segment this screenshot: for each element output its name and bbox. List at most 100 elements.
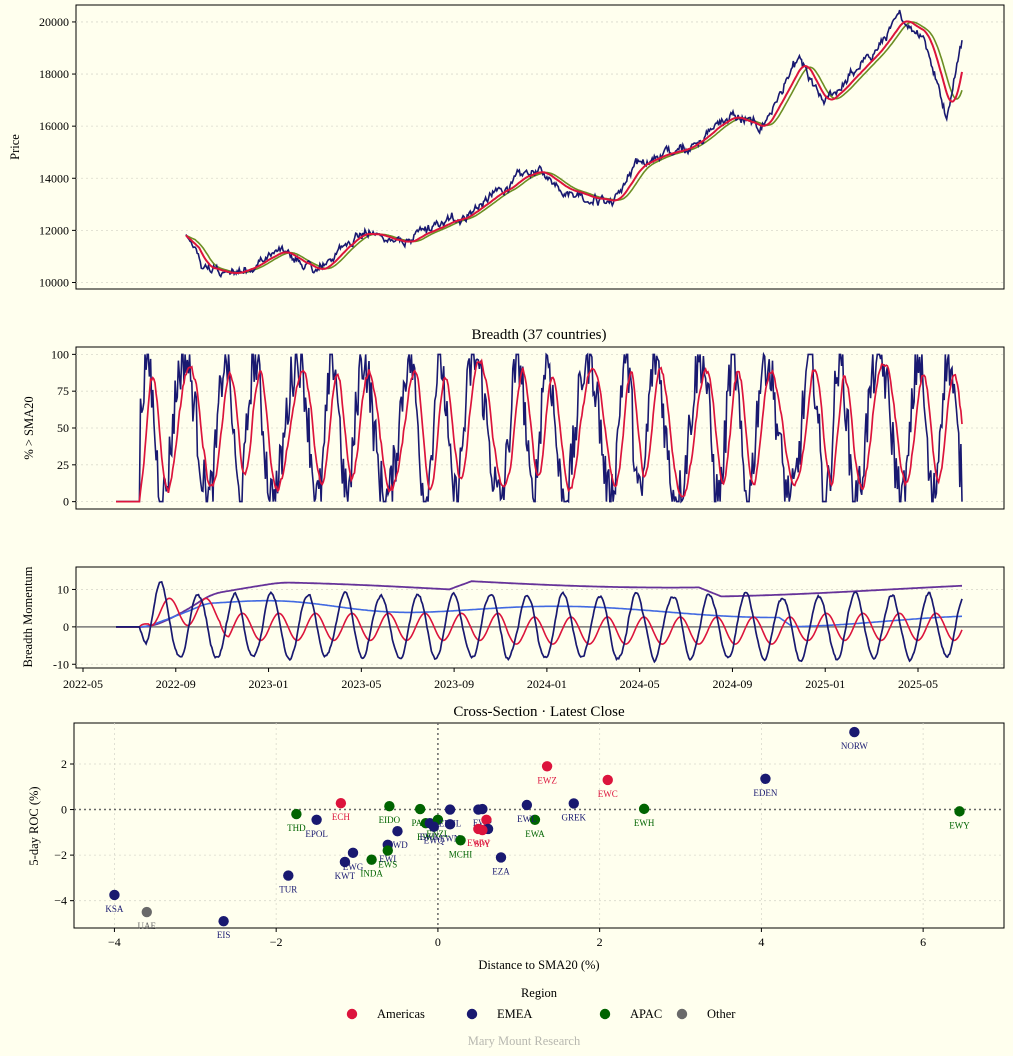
scatter-point-ewz (541, 761, 553, 772)
scatter-point-label: EWH (634, 818, 655, 828)
cross-section-ylabel: 5-day ROC (%) (27, 786, 41, 865)
scatter-point-label: EWJ (417, 832, 435, 842)
scatter-ytick-label: −2 (54, 848, 67, 862)
scatter-point-ewc (602, 774, 613, 786)
price-ytick-label: 16000 (39, 119, 69, 133)
scatter-point-label: PAK (412, 818, 430, 828)
scatter-point-efnl (444, 804, 456, 815)
scatter-point-ews (382, 845, 393, 856)
scatter-point-label: EWP (473, 818, 492, 828)
scatter-point-label: EWD (387, 840, 408, 850)
momentum-xtick-label: 2024-09 (712, 677, 752, 691)
scatter-point-inda (366, 854, 377, 865)
scatter-point-ewh (638, 803, 650, 815)
scatter-ytick-label: −4 (54, 894, 67, 908)
momentum-xtick-label: 2024-01 (527, 677, 567, 691)
scatter-point-mchi (455, 835, 466, 846)
scatter-point-kwt (339, 856, 351, 868)
scatter-point-ewg (347, 847, 359, 859)
price-line (185, 9, 963, 279)
scatter-point-label: EWA (525, 829, 545, 839)
momentum-ytick-label: 0 (63, 620, 69, 634)
scatter-point-label: TUR (279, 885, 297, 895)
scatter-point-label: EIS (217, 930, 231, 940)
cross-section-panel: Cross-Section · Latest Close NORW EWZ EWC E… (27, 704, 1005, 972)
momentum-line (116, 580, 963, 664)
scatter-point-ewa (529, 814, 541, 826)
breadth-line (116, 351, 963, 504)
scatter-point-label: EFNL (439, 819, 462, 829)
scatter-point-ewl (521, 799, 533, 811)
scatter-point-norw (849, 726, 860, 738)
scatter-point-eido (384, 800, 395, 812)
breadth-ytick-label: 75 (57, 384, 69, 398)
scatter-point-eden (760, 773, 771, 785)
price-ytick-label: 14000 (39, 171, 69, 185)
breadth-smoothed-line (116, 358, 963, 503)
cross-section-title: Cross-Section · Latest Close (453, 704, 625, 720)
momentum-ytick-label: 10 (57, 582, 69, 596)
momentum-fast-line (116, 597, 963, 646)
scatter-point-argt (481, 814, 492, 826)
scatter-point-label: SPY (474, 839, 491, 849)
scatter-point-label: ENZL (426, 829, 449, 839)
legend-label-other: Other (707, 1007, 736, 1021)
scatter-point-ewn (444, 819, 456, 830)
price-panel: 10000 12000 14000 16000 18000 20000 Price (8, 4, 1005, 290)
scatter-point-label: EIDO (379, 815, 401, 825)
scatter-point-eza (495, 852, 507, 863)
scatter-point-label: EPOL (305, 829, 328, 839)
scatter-point-label: EWZ (537, 775, 557, 785)
momentum-xtick-label: 2023-05 (341, 677, 381, 691)
scatter-xtick-label: 6 (920, 935, 926, 949)
scatter-point-ksa (109, 889, 120, 901)
breadth-title: Breadth (37 countries) (472, 327, 607, 343)
legend-marker-emea (466, 1008, 478, 1020)
legend-title: Region (521, 986, 558, 1000)
scatter-point-label: ECH (332, 812, 351, 822)
momentum-xtick-label: 2025-05 (898, 677, 938, 691)
scatter-point-ewq (428, 821, 440, 832)
scatter-point-label: EZA (492, 866, 510, 876)
momentum-xtick-label: 2024-05 (620, 677, 660, 691)
price-ytick-label: 18000 (39, 67, 69, 81)
momentum-panel: -10 0 10 2022-05 2022-09 2023-01 2023-05 2023-0… (21, 566, 1005, 691)
scatter-ytick-label: 0 (61, 803, 67, 817)
scatter-point-label: EWC (598, 789, 618, 799)
momentum-frame (75, 566, 1005, 669)
momentum-xtick-label: 2022-09 (156, 677, 196, 691)
scatter-xtick-label: −2 (270, 935, 283, 949)
scatter-point-label: MCHI (449, 849, 473, 859)
breadth-ytick-label: 25 (57, 458, 69, 472)
legend-marker-apac (599, 1008, 611, 1020)
scatter-xtick-label: −4 (108, 935, 121, 949)
momentum-ytick-label: -10 (53, 657, 69, 671)
scatter-point-label: EWL (517, 814, 537, 824)
scatter-xtick-label: 2 (597, 935, 603, 949)
scatter-xtick-label: 0 (435, 935, 441, 949)
legend-label-apac: APAC (630, 1007, 662, 1021)
breadth-panel: Breadth (37 countries) 0 25 50 75 100 % > SM… (22, 327, 1005, 510)
scatter-point-label: THD (287, 823, 306, 833)
scatter-point-ewy (954, 806, 965, 817)
scatter-point-ewp (477, 803, 488, 815)
price-ytick-label: 12000 (39, 223, 69, 237)
scatter-point-ech (335, 797, 347, 809)
price-sma-line (185, 20, 963, 274)
cross-section-frame (73, 722, 1005, 929)
cross-section-xlabel: Distance to SMA20 (%) (478, 958, 599, 972)
scatter-point-thd (291, 808, 302, 820)
legend-label-emea: EMEA (497, 1007, 532, 1021)
scatter-point-label: EWQ (424, 836, 445, 846)
scatter-point-tur (283, 870, 294, 881)
scatter-point-eis (218, 915, 229, 927)
scatter-point-label: EWK (420, 832, 441, 842)
momentum-xtick-label: 2023-09 (434, 677, 474, 691)
watermark: Mary Mount Research (468, 1034, 581, 1048)
momentum-xtick-label: 2025-01 (805, 677, 845, 691)
scatter-point-epol (311, 814, 322, 826)
scatter-point-ewd (392, 825, 403, 837)
scatter-point-spy (477, 824, 488, 836)
scatter-point-label: EWY (949, 820, 970, 830)
scatter-point-label: EDEN (753, 788, 777, 798)
